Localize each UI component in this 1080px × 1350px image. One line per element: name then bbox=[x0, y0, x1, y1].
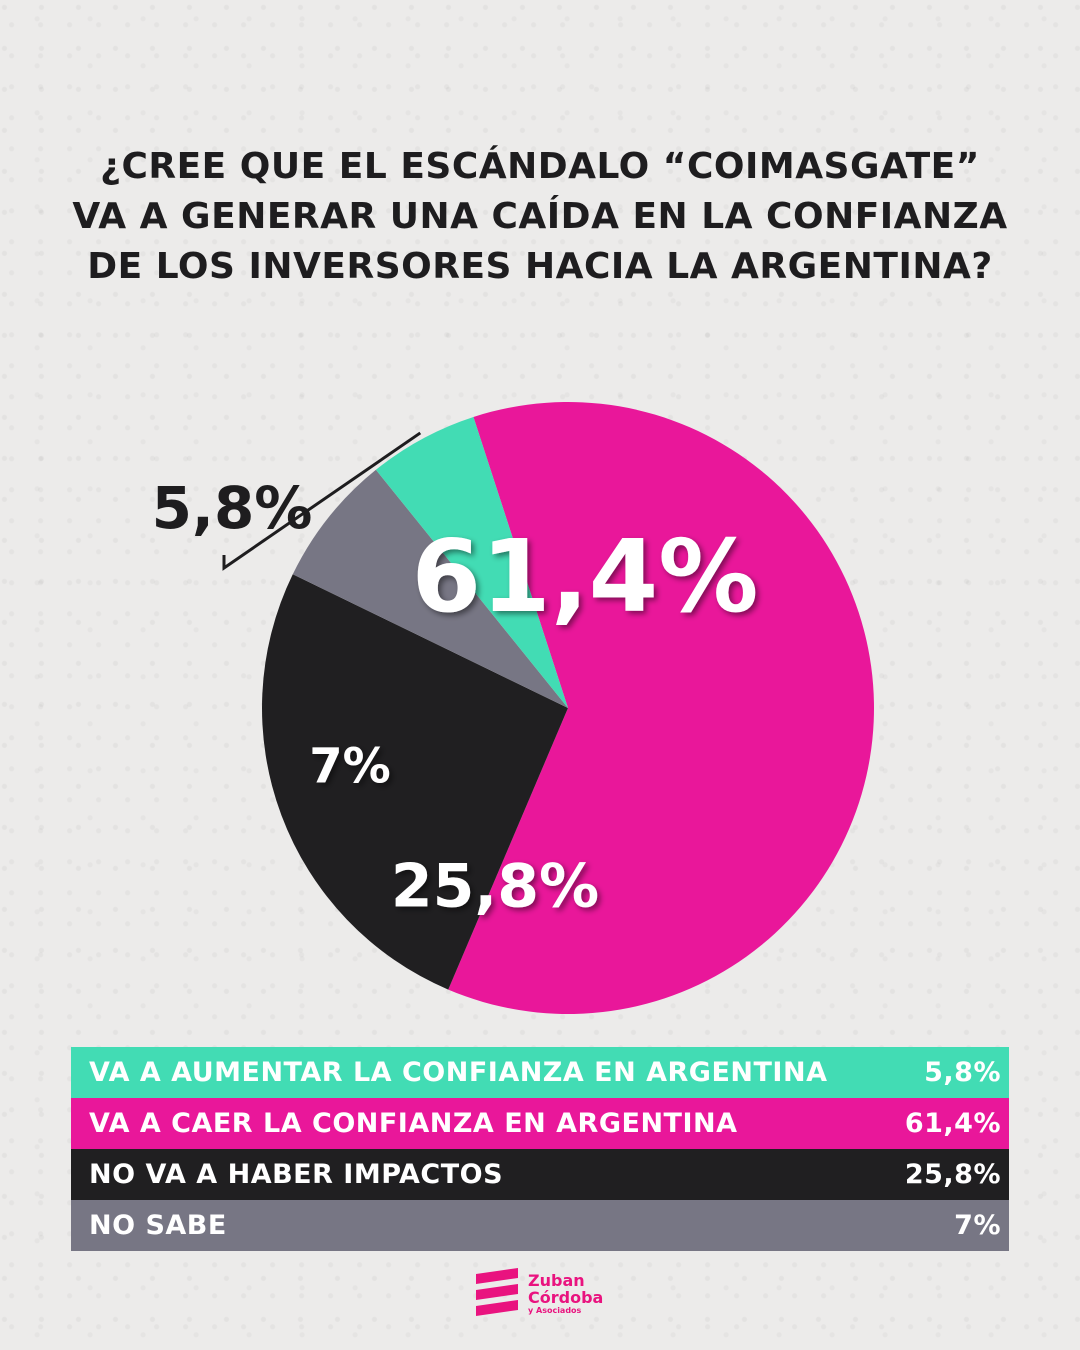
logo-line-1: Zuban bbox=[528, 1271, 585, 1290]
title-line-3: DE LOS INVERSORES HACIA LA ARGENTINA? bbox=[87, 246, 993, 287]
logo-line-2: Córdoba bbox=[528, 1288, 604, 1307]
logo-mark-icon bbox=[476, 1268, 518, 1316]
legend: VA A AUMENTAR LA CONFIANZA EN ARGENTINA … bbox=[71, 1047, 1009, 1251]
title-line-2: VA A GENERAR UNA CAÍDA EN LA CONFIANZA bbox=[72, 196, 1008, 237]
title-line-1: ¿CREE QUE EL ESCÁNDALO “COIMASGATE” bbox=[100, 146, 980, 187]
legend-label: VA A CAER LA CONFIANZA EN ARGENTINA bbox=[89, 1108, 738, 1139]
legend-row-aumentar: VA A AUMENTAR LA CONFIANZA EN ARGENTINA … bbox=[71, 1047, 1009, 1098]
zuban-cordoba-logo: Zuban Córdoba y Asociados bbox=[474, 1266, 603, 1322]
legend-row-caer: VA A CAER LA CONFIANZA EN ARGENTINA 61,4… bbox=[71, 1098, 1009, 1149]
legend-label: NO SABE bbox=[89, 1210, 227, 1241]
legend-value: 25,8% bbox=[904, 1159, 1001, 1190]
slice-value-label: 25,8% bbox=[391, 852, 599, 922]
legend-value: 7% bbox=[954, 1210, 1001, 1241]
pie-slice bbox=[448, 401, 875, 1014]
slice-value-label: 61,4% bbox=[412, 518, 759, 635]
pie-slice bbox=[375, 416, 568, 708]
pie-slice bbox=[292, 469, 568, 708]
chart-title: ¿CREE QUE EL ESCÁNDALO “COIMASGATE” VA A… bbox=[40, 142, 1040, 292]
legend-label: VA A AUMENTAR LA CONFIANZA EN ARGENTINA bbox=[89, 1057, 828, 1088]
logo-text: Zuban Córdoba y Asociados bbox=[528, 1272, 603, 1316]
pie-slice bbox=[261, 574, 568, 990]
legend-row-no-impactos: NO VA A HABER IMPACTOS 25,8% bbox=[71, 1149, 1009, 1200]
pie-chart: 61,4% 25,8% 7% 5,8% bbox=[152, 401, 875, 1014]
logo-line-3: y Asociados bbox=[528, 1306, 582, 1315]
slice-value-label: 7% bbox=[309, 738, 391, 794]
legend-value: 5,8% bbox=[924, 1057, 1001, 1088]
leader-line bbox=[222, 431, 422, 571]
legend-value: 61,4% bbox=[904, 1108, 1001, 1139]
slice-value-label-outside: 5,8% bbox=[152, 474, 313, 542]
legend-label: NO VA A HABER IMPACTOS bbox=[89, 1159, 504, 1190]
legend-row-no-sabe: NO SABE 7% bbox=[71, 1200, 1009, 1251]
